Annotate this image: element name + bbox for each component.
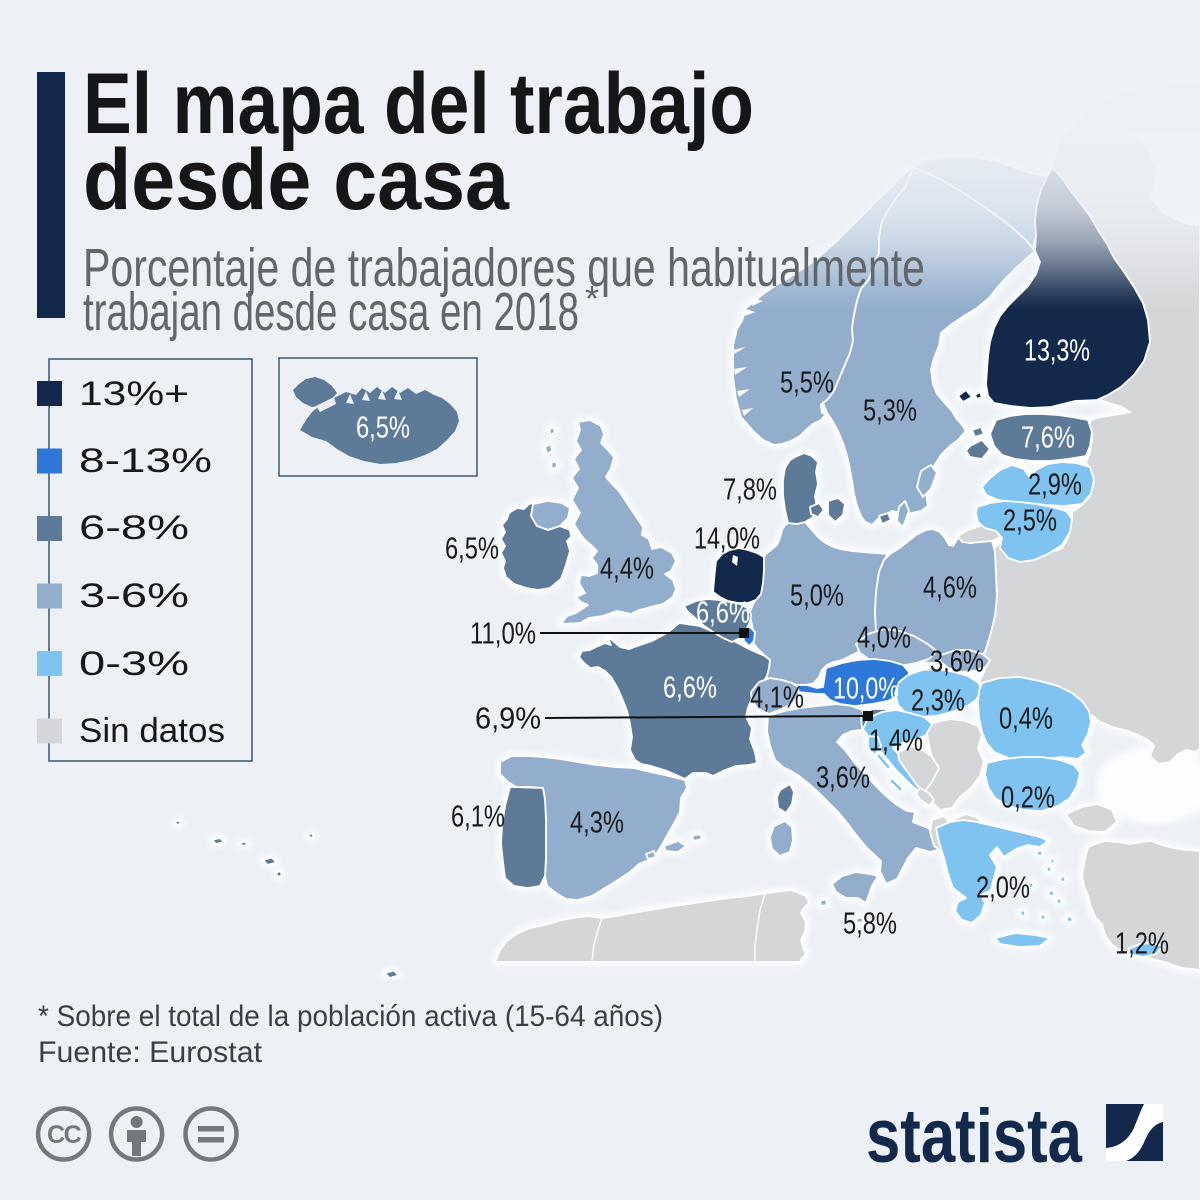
svg-text:4,3%: 4,3% (570, 805, 624, 840)
svg-text:Porcentaje de trabajadores que: Porcentaje de trabajadores que habitualm… (83, 238, 925, 298)
svg-text:6,6%: 6,6% (696, 595, 750, 630)
svg-text:2,5%: 2,5% (1003, 503, 1057, 538)
svg-text:14,0%: 14,0% (694, 521, 760, 556)
svg-text:11,0%: 11,0% (470, 616, 536, 651)
svg-text:6,9%: 6,9% (475, 701, 541, 736)
svg-text:trabajan desde casa en 2018: trabajan desde casa en 2018 (83, 282, 579, 342)
svg-text:Sin datos: Sin datos (79, 712, 225, 750)
svg-text:3,6%: 3,6% (816, 760, 870, 795)
svg-text:5,3%: 5,3% (863, 393, 917, 428)
svg-text:*: * (585, 278, 599, 319)
svg-text:8-13%: 8-13% (79, 442, 212, 480)
svg-text:5,0%: 5,0% (790, 578, 844, 613)
svg-text:1,2%: 1,2% (1115, 926, 1169, 961)
svg-text:* Sobre el total de la poblaci: * Sobre el total de la población activa … (38, 1000, 663, 1033)
svg-text:2,9%: 2,9% (1028, 467, 1082, 502)
svg-text:3,6%: 3,6% (930, 644, 984, 679)
svg-text:6,1%: 6,1% (451, 799, 505, 834)
svg-text:7,8%: 7,8% (723, 472, 777, 507)
svg-text:El mapa del trabajo: El mapa del trabajo (83, 56, 754, 152)
svg-text:4,0%: 4,0% (857, 620, 911, 655)
svg-text:desde casa: desde casa (83, 132, 510, 228)
svg-text:0-3%: 0-3% (79, 645, 189, 683)
svg-text:statista: statista (866, 1094, 1083, 1179)
svg-text:2,3%: 2,3% (911, 683, 965, 718)
svg-text:3-6%: 3-6% (79, 577, 189, 615)
svg-text:13%+: 13%+ (79, 375, 189, 413)
svg-text:2,0%: 2,0% (976, 870, 1030, 905)
svg-text:7,6%: 7,6% (1021, 420, 1075, 455)
svg-text:10,0%: 10,0% (833, 671, 899, 706)
svg-text:0,2%: 0,2% (1001, 780, 1055, 815)
svg-text:6,5%: 6,5% (445, 531, 499, 566)
svg-text:6,6%: 6,6% (663, 670, 717, 705)
svg-text:Fuente: Eurostat: Fuente: Eurostat (38, 1036, 263, 1069)
svg-text:4,1%: 4,1% (750, 680, 804, 715)
svg-text:1,4%: 1,4% (869, 723, 923, 758)
svg-text:4,6%: 4,6% (923, 570, 977, 605)
svg-text:6-8%: 6-8% (79, 509, 189, 547)
svg-text:5,8%: 5,8% (843, 906, 897, 941)
svg-text:5,5%: 5,5% (780, 365, 834, 400)
svg-text:13,3%: 13,3% (1024, 333, 1090, 368)
svg-text:0,4%: 0,4% (999, 701, 1053, 736)
svg-text:4,4%: 4,4% (600, 551, 654, 586)
svg-text:CC: CC (47, 1121, 82, 1149)
svg-text:6,5%: 6,5% (356, 410, 410, 445)
